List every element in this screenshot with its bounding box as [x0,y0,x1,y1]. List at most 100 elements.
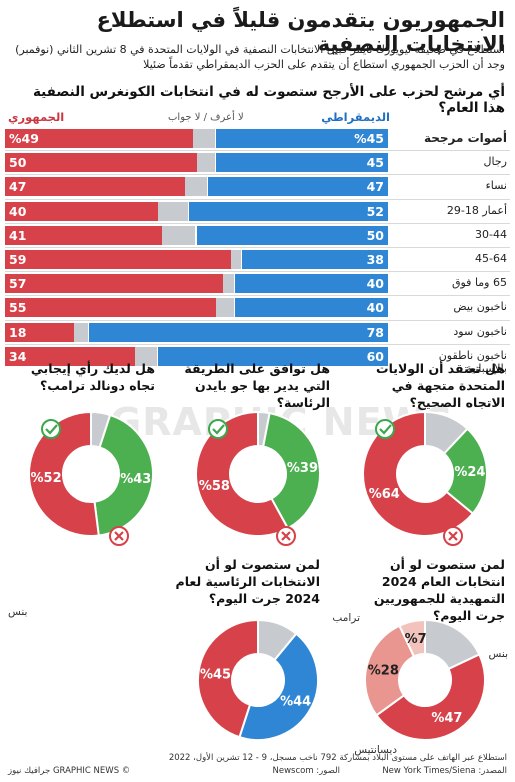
bar-republican [5,226,163,245]
bar-undecided [223,274,234,293]
bar-label-democrat: 45 [366,155,384,170]
question-primary: لمن ستصوت لو أن انتخابات العام 2024 التم… [373,557,505,623]
pie-slice [364,624,416,717]
bar-democrat [196,226,388,245]
bar-label-republican: 55 [9,300,27,315]
row-divider [5,344,510,345]
pie-slice-label: %7 [405,632,427,647]
pie-slice-label: %44 [280,695,311,710]
bar-democrat [242,250,388,269]
bar-row: 59 38 [5,250,388,269]
bar-category-label: ناخبون ناطقون بالإسبانية [438,349,507,375]
question-biden: هل توافق على الطريقة التي يدير بها جو با… [184,361,330,410]
bar-category-label: 45-64 [475,252,507,265]
row-divider [5,271,510,272]
bar-label-republican: 41 [9,228,27,243]
check-icon [375,419,395,439]
bar-label-democrat: 40 [366,300,384,315]
bar-row: 57 40 [5,274,388,293]
label-desantis: ديسانتيس [354,744,397,756]
pie-slice [262,411,321,530]
bar-row: 47 47 [5,177,388,196]
cross-icon-mark [281,531,291,541]
bar-democrat [215,153,388,172]
bar-undecided [215,298,234,317]
bar-republican [5,274,224,293]
bar-republican [5,129,193,148]
bar-undecided [230,250,242,269]
question-general: لمن ستصوت لو أن الانتخابات الرئاسية لعام… [175,557,320,606]
bar-label-republican: 18 [9,325,27,340]
intro-text: استطلاع في صحيفة نيويورك تايمز قبيل الان… [10,42,505,72]
pie-slice-label: %28 [368,663,399,678]
bar-category-label: ناخبون سود [453,325,507,338]
bar-undecided [135,347,158,366]
bar-row: 50 45 [5,153,388,172]
question-direction: هل تعتقد أن الولايات المتحدة متجهة في ال… [376,361,505,410]
row-divider [5,320,510,321]
question-trump: هل لديك رأي إيجابي تجاه دونالد ترامب؟ [30,361,155,393]
check-icon [208,419,228,439]
intro-line-1: استطلاع في صحيفة نيويورك تايمز قبيل الان… [15,43,505,56]
bar-undecided [158,202,188,221]
bar-democrat [207,177,388,196]
bar-republican [5,323,74,342]
check-icon-mark [212,424,225,435]
pie-slice-label: %39 [287,461,318,476]
bar-category-label: أصوات مرجحة [423,131,507,145]
label-pence-primary: بنس [488,648,508,660]
bar-republican [5,298,216,317]
row-divider [5,199,510,200]
bar-category-label: نساء [485,179,507,192]
page-title: الجمهوريون يتقدمون قليلاً في استطلاع الا… [96,8,505,56]
bar-row: 40 52 [5,202,388,221]
bar-label-democrat: 47 [366,179,384,194]
check-icon-mark [379,424,392,435]
bar-row: 18 78 [5,323,388,342]
bar-democrat [234,274,388,293]
bar-label-democrat: 38 [366,252,384,267]
bar-category-label: ناخبون بيض [453,300,507,313]
bar-label-democrat: 60 [366,349,384,364]
bar-democrat [234,298,388,317]
pie-slice-label: %58 [199,479,230,494]
bar-undecided [185,177,207,196]
pie-slice [195,410,290,537]
bar-label-democrat: 52 [366,204,384,219]
pie-slice [442,427,488,515]
bar-row: %49 %45 [5,129,388,148]
bar-undecided [162,226,196,245]
bar-category-label: 65 وما فوق [451,276,507,289]
bar-label-republican: 34 [9,349,27,364]
legend-democrat: الديمقراطي [321,110,390,124]
intro-line-2: وجد أن الحزب الجمهوري استطاع أن يتقدم عل… [143,58,505,71]
bar-democrat [188,202,388,221]
bar-row: 34 60 [5,347,388,366]
check-icon-mark [45,424,58,435]
bar-label-republican: %49 [9,131,39,146]
check-icon [41,419,61,439]
cross-icon-mark [448,531,458,541]
pie-slice-label: %24 [454,465,485,480]
row-divider [5,223,510,224]
bar-label-republican: 59 [9,252,27,267]
footer-credit: © GRAPHIC NEWS جرافيك نيوز [8,766,131,776]
bar-label-democrat: %45 [354,131,384,146]
pie-slice [362,410,475,537]
cross-icon-mark [114,531,124,541]
label-pence-general: بنس [8,606,28,618]
pie-slice [398,618,426,658]
row-divider [5,150,510,151]
bar-label-republican: 47 [9,179,27,194]
legend-undecided: لا أعرف / لا جواب [168,112,244,123]
bar-label-democrat: 78 [366,325,384,340]
bar-label-democrat: 40 [366,276,384,291]
pie-slice-label: %52 [31,471,62,486]
bar-label-republican: 50 [9,155,27,170]
row-divider [5,295,510,296]
row-divider [5,247,510,248]
bar-democrat [89,323,388,342]
bar-undecided [192,129,215,148]
pie-slice-label: %43 [120,472,151,487]
